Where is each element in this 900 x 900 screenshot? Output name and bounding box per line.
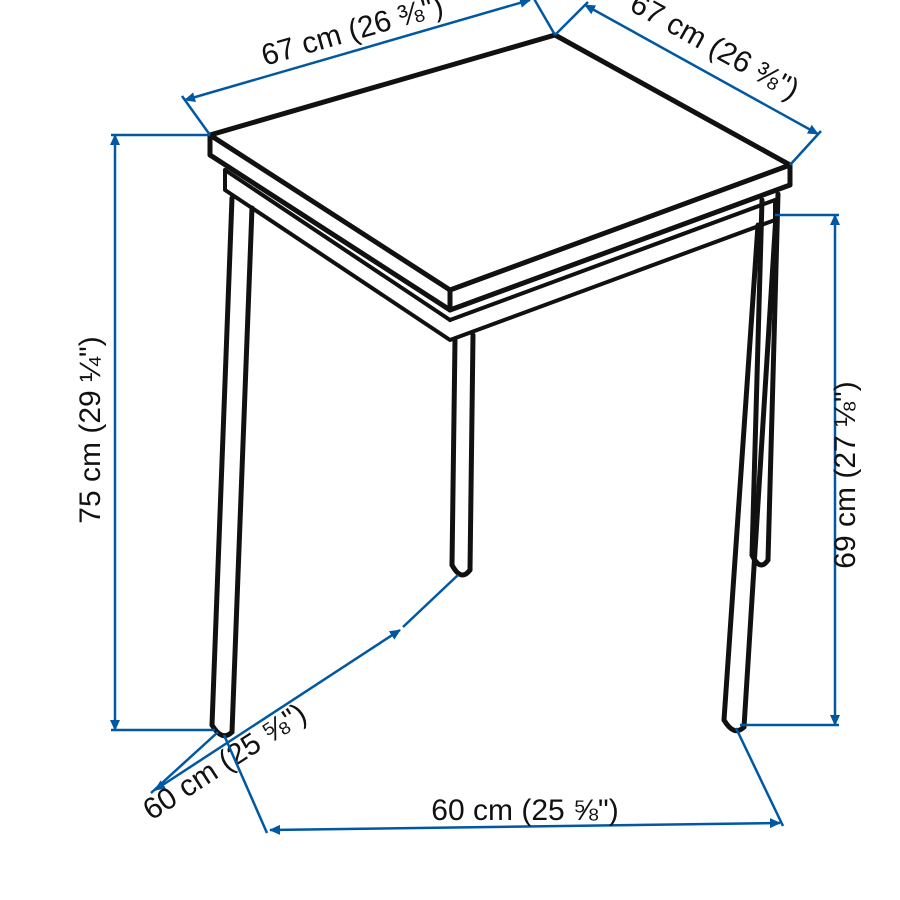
table-drawing — [210, 35, 790, 736]
dim-base-width: 60 cm (25 ⅝") — [431, 794, 618, 827]
dim-top-width: 67 cm (26 ⅜") — [258, 0, 447, 73]
table-dimension-diagram: 67 cm (26 ⅜") 67 cm (26 ⅜") 75 cm (29 ¼"… — [0, 0, 900, 900]
dim-base-depth: 60 cm (25 ⅝") — [137, 697, 312, 827]
dim-height-right: 69 cm (27 ⅛") — [829, 381, 862, 568]
dim-height-left: 75 cm (29 ¼") — [74, 336, 107, 523]
